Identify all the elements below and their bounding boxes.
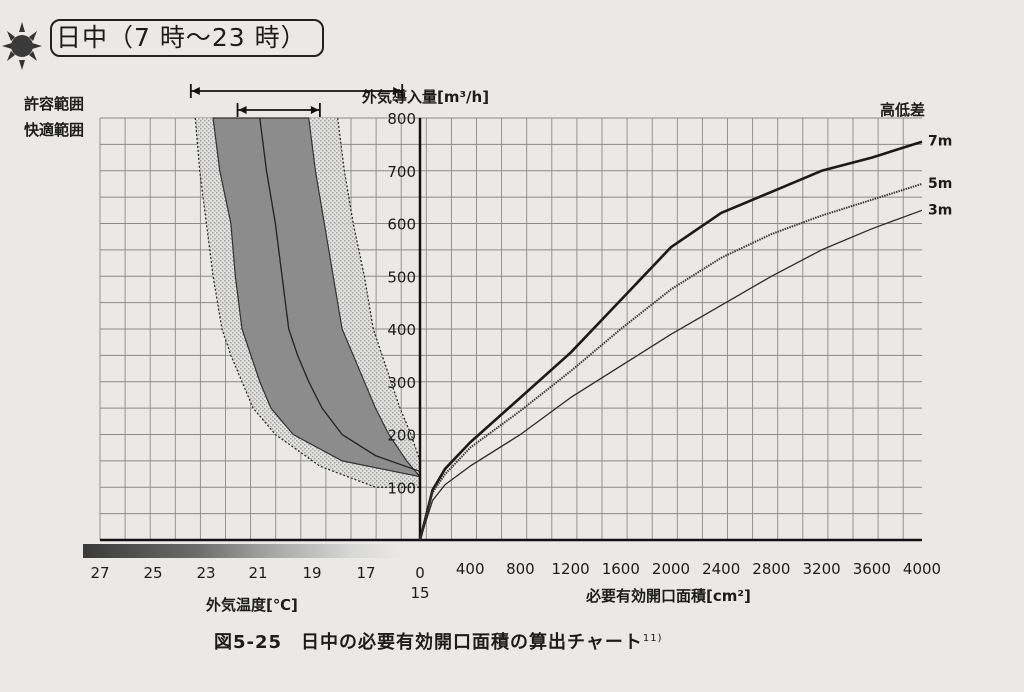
caption-ref: 11) — [642, 633, 663, 644]
x-tick-label: 3200 — [803, 560, 841, 578]
x-tick-label: 2400 — [702, 560, 740, 578]
x-tick-label: 800 — [506, 560, 535, 578]
x-tick-label: 400 — [456, 560, 485, 578]
temperature-tick-label-extra: 15 — [410, 584, 429, 602]
temperature-gradient-bar — [83, 544, 401, 558]
temperature-center-line — [259, 117, 421, 473]
temperature-tick-label: 23 — [196, 564, 215, 582]
sun-icon — [2, 22, 42, 70]
series-line-5m — [419, 182, 923, 541]
figure-caption: 図5-25 日中の必要有効開口面積の算出チャート11) — [214, 628, 663, 654]
y-tick-label: 300 — [387, 374, 416, 392]
chart-title: 日中（7 時〜23 時） — [50, 19, 324, 57]
x-axis-label-area: 必要有効開口面積[cm²] — [586, 587, 751, 605]
x-tick-label: 2000 — [652, 560, 690, 578]
legend-title: 高低差 — [880, 101, 926, 119]
x-tick-label: 4000 — [903, 560, 941, 578]
y-tick-label: 200 — [387, 427, 416, 445]
y-tick-label: 500 — [387, 268, 416, 286]
allowable-upper-boundary — [194, 117, 420, 488]
x-tick-label: 2800 — [752, 560, 790, 578]
temperature-tick-label: 25 — [143, 564, 162, 582]
y-tick-label: 800 — [387, 110, 416, 128]
legend-entry-3m: 3m — [928, 202, 952, 218]
y-tick-label: 700 — [387, 163, 416, 181]
legend-entry-5m: 5m — [928, 176, 952, 192]
y-tick-label: 100 — [387, 479, 416, 497]
comfort-range-marker-arrow — [310, 106, 319, 114]
legend-entry-7m: 7m — [928, 134, 952, 150]
y-tick-label: 600 — [387, 216, 416, 234]
temperature-tick-label: 27 — [90, 564, 109, 582]
x-tick-label: 3600 — [853, 560, 891, 578]
y-tick-label: 400 — [387, 321, 416, 339]
temperature-tick-label: 19 — [302, 564, 321, 582]
x-tick-label: 1600 — [602, 560, 640, 578]
allowable-range-label: 許容範囲 — [24, 95, 85, 113]
comfort-range-marker-arrow — [238, 106, 247, 114]
allowable-range-marker-arrow — [191, 87, 200, 95]
temperature-tick-label: 17 — [356, 564, 375, 582]
allowable-range-marker-arrow — [393, 87, 402, 95]
x-tick-label: 1200 — [552, 560, 590, 578]
caption-text: 図5-25 日中の必要有効開口面積の算出チャート — [214, 632, 643, 653]
comfort-range-label: 快適範囲 — [24, 121, 85, 139]
series-line-7m — [418, 140, 923, 541]
series-line-3m — [419, 209, 923, 541]
temperature-tick-label: 0 — [415, 564, 425, 582]
temperature-tick-label: 21 — [248, 564, 267, 582]
x-axis-label-temperature: 外気温度[℃] — [206, 596, 298, 614]
